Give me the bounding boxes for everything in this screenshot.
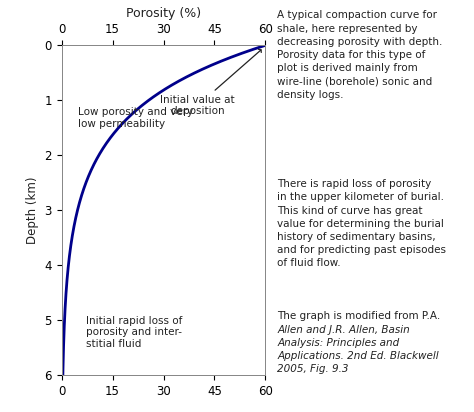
- X-axis label: Porosity (%): Porosity (%): [126, 7, 201, 20]
- Y-axis label: Depth (km): Depth (km): [26, 176, 39, 244]
- Text: Initial value at
deposition: Initial value at deposition: [160, 49, 261, 116]
- Text: Initial rapid loss of
porosity and inter-
stitial fluid: Initial rapid loss of porosity and inter…: [86, 316, 182, 349]
- Text: There is rapid loss of porosity
in the upper kilometer of burial.
This kind of c: There is rapid loss of porosity in the u…: [277, 179, 447, 269]
- Text: A typical compaction curve for
shale, here represented by
decreasing porosity wi: A typical compaction curve for shale, he…: [277, 10, 443, 100]
- Text: The graph is modified from P.A.: The graph is modified from P.A.: [277, 311, 440, 321]
- Text: Allen and J.R. Allen, Basin
Analysis: Principles and
Applications. 2nd Ed. Black: Allen and J.R. Allen, Basin Analysis: Pr…: [277, 325, 439, 374]
- Text: Low porosity and very
low permeability: Low porosity and very low permeability: [78, 107, 193, 129]
